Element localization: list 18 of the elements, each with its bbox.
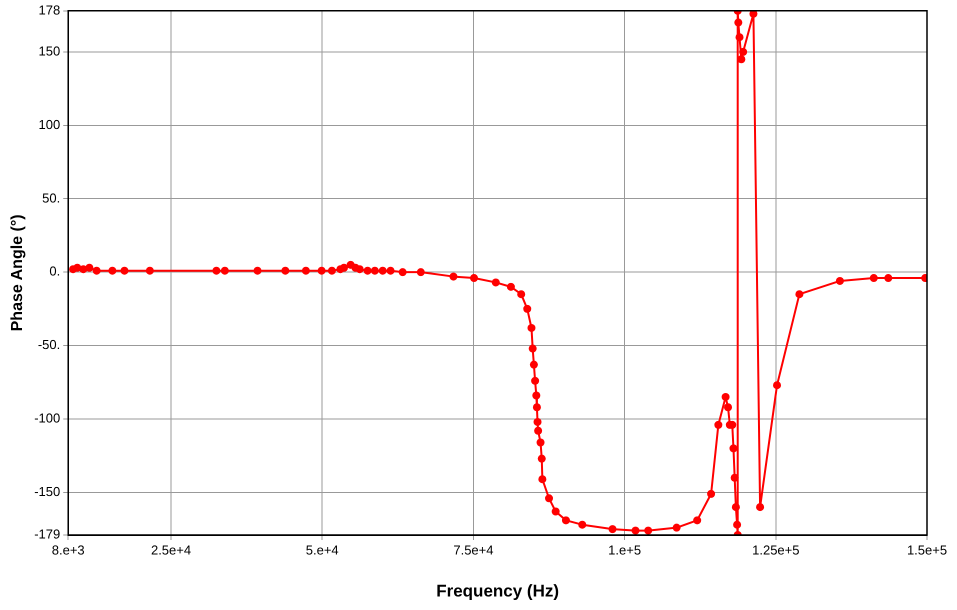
y-tick-label: -150: [34, 484, 60, 499]
x-axis-title: Frequency (Hz): [436, 581, 560, 600]
y-tick-label: 100: [38, 116, 60, 132]
x-tick-label: 1.5e+5: [906, 542, 948, 558]
y-tick-label: -100: [34, 410, 60, 426]
x-tick-label: 8.e+3: [52, 542, 85, 558]
y-tick-label: 0.: [49, 264, 60, 279]
x-tick-label: 1.25e+5: [752, 542, 800, 558]
x-tick-label: 2.5e+4: [150, 542, 192, 558]
y-tick-label: 50.: [42, 190, 60, 206]
x-tick-label: 1.e+5: [608, 542, 642, 558]
y-tick-label: -50.: [38, 337, 60, 352]
y-axis-title: Phase Angle (°): [9, 214, 26, 332]
x-tick-label: 7.5e+4: [453, 542, 494, 558]
y-tick-label: 150: [38, 43, 60, 58]
y-tick-label: 178: [38, 2, 60, 18]
x-tick-label: 5.e+4: [306, 542, 339, 558]
y-tick-label: -179: [34, 526, 60, 542]
